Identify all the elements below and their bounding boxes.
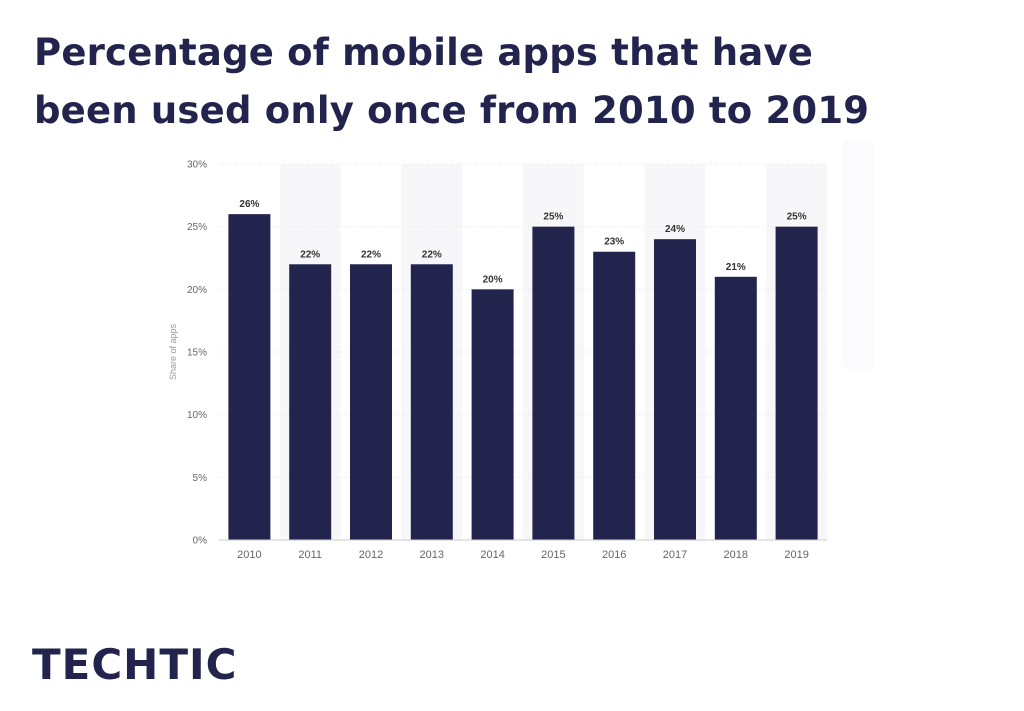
brand-logo: TECHTIC <box>32 640 238 689</box>
bar <box>471 289 514 540</box>
chart-title-line-1: Percentage of mobile apps that have <box>34 31 814 74</box>
y-axis-ticks: 0% 5% 10% 15% 20% 25% 30% <box>187 160 207 547</box>
bar <box>593 251 636 540</box>
bar <box>714 276 757 540</box>
data-label: 22% <box>361 249 381 260</box>
y-axis-label: Share of apps <box>168 323 178 380</box>
chart-title: Percentage of mobile apps that have been… <box>34 24 934 140</box>
bar <box>228 214 271 540</box>
data-label: 21% <box>726 262 746 273</box>
gridlines <box>219 163 827 478</box>
data-label: 26% <box>239 199 259 210</box>
bar <box>410 264 453 540</box>
x-axis-ticks: 2010 2011 2012 2013 2014 2015 2016 2017 2018 2019 <box>237 549 809 561</box>
data-label: 23% <box>604 237 624 248</box>
x-tick-label: 2011 <box>298 549 322 561</box>
x-tick-label: 2013 <box>420 549 444 561</box>
bar <box>532 226 575 540</box>
y-tick-label: 25% <box>187 222 207 233</box>
bar <box>654 239 696 540</box>
x-tick-label: 2014 <box>480 549 504 561</box>
data-label: 22% <box>422 249 442 260</box>
y-tick-label: 0% <box>193 536 208 547</box>
x-tick-label: 2015 <box>541 549 565 561</box>
x-tick-label: 2017 <box>663 549 687 561</box>
x-tick-label: 2012 <box>359 549 383 561</box>
y-tick-label: 10% <box>187 410 207 421</box>
data-labels: 26% 22% 22% 22% 20% 25% 23% 24% 21% 25% <box>239 199 806 285</box>
bar <box>775 226 818 540</box>
data-label: 25% <box>787 212 807 223</box>
y-tick-label: 15% <box>187 348 207 359</box>
y-tick-label: 20% <box>187 285 207 296</box>
y-tick-label: 5% <box>193 473 208 484</box>
chart-title-line-2: been used only once from 2010 to 2019 <box>34 89 870 132</box>
x-tick-label: 2016 <box>602 549 626 561</box>
x-tick-label: 2019 <box>784 549 808 561</box>
data-label: 22% <box>300 249 320 260</box>
bar <box>289 264 332 540</box>
x-tick-label: 2018 <box>724 549 748 561</box>
data-label: 24% <box>665 224 685 235</box>
data-label: 20% <box>483 274 503 285</box>
data-label: 25% <box>543 212 563 223</box>
x-tick-label: 2010 <box>237 549 261 561</box>
bar <box>350 264 392 540</box>
side-panel <box>843 140 875 370</box>
y-tick-label: 30% <box>187 160 207 171</box>
bars <box>228 214 818 540</box>
